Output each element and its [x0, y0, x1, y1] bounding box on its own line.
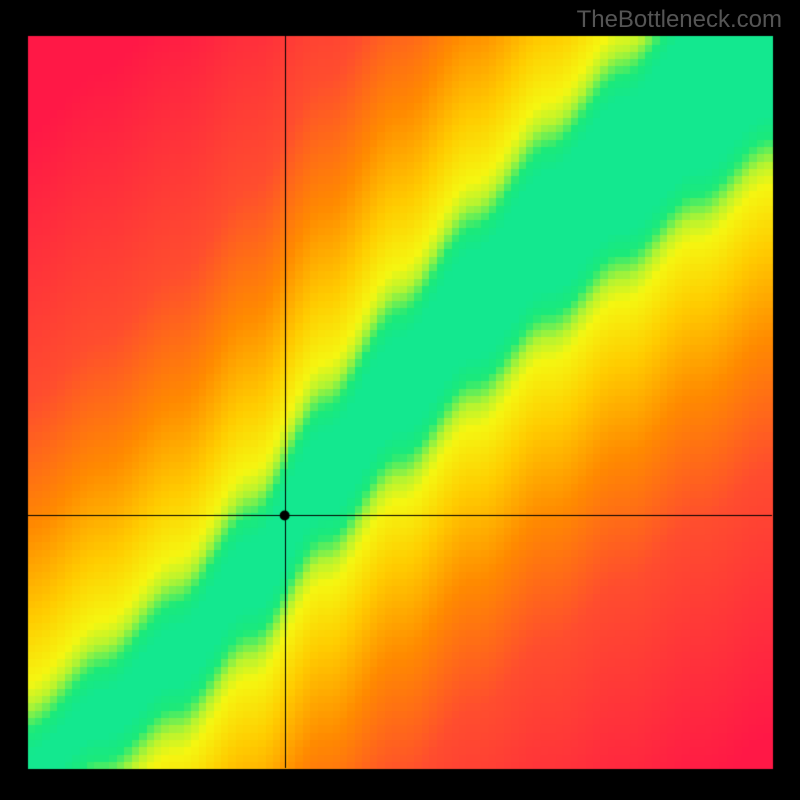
chart-container: TheBottleneck.com	[0, 0, 800, 800]
attribution-text: TheBottleneck.com	[577, 6, 782, 34]
bottleneck-heatmap	[0, 0, 800, 800]
